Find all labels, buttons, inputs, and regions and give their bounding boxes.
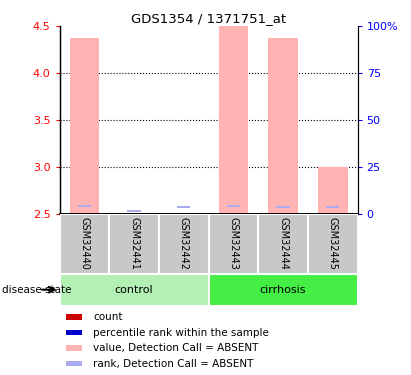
Bar	[60, 274, 209, 306]
Bar	[66, 361, 81, 366]
Text: GSM32442: GSM32442	[179, 217, 189, 270]
Text: GSM32445: GSM32445	[328, 217, 338, 270]
Text: GSM32444: GSM32444	[278, 217, 288, 270]
Bar	[78, 206, 91, 207]
Bar	[109, 214, 159, 274]
Bar	[219, 26, 248, 214]
Text: cirrhosis: cirrhosis	[260, 285, 306, 295]
Bar	[326, 206, 339, 208]
Bar	[66, 314, 81, 320]
Bar	[177, 206, 190, 208]
Bar	[60, 214, 109, 274]
Text: value, Detection Call = ABSENT: value, Detection Call = ABSENT	[93, 343, 259, 353]
Bar	[127, 210, 141, 212]
Bar	[227, 206, 240, 207]
Bar	[208, 214, 258, 274]
Text: rank, Detection Call = ABSENT: rank, Detection Call = ABSENT	[93, 358, 254, 369]
Bar	[66, 330, 81, 335]
Text: count: count	[93, 312, 123, 322]
Bar	[276, 206, 290, 208]
Bar	[66, 345, 81, 351]
Bar	[308, 214, 358, 274]
Bar	[318, 167, 348, 214]
Text: percentile rank within the sample: percentile rank within the sample	[93, 328, 269, 338]
Text: GSM32443: GSM32443	[229, 217, 238, 270]
Title: GDS1354 / 1371751_at: GDS1354 / 1371751_at	[131, 12, 286, 25]
Bar	[159, 214, 208, 274]
Bar	[208, 274, 358, 306]
Text: GSM32441: GSM32441	[129, 217, 139, 270]
Bar	[268, 38, 298, 214]
Bar	[69, 38, 99, 214]
Text: control: control	[115, 285, 153, 295]
Text: GSM32440: GSM32440	[79, 217, 90, 270]
Text: disease state: disease state	[2, 285, 72, 295]
Bar	[258, 214, 308, 274]
